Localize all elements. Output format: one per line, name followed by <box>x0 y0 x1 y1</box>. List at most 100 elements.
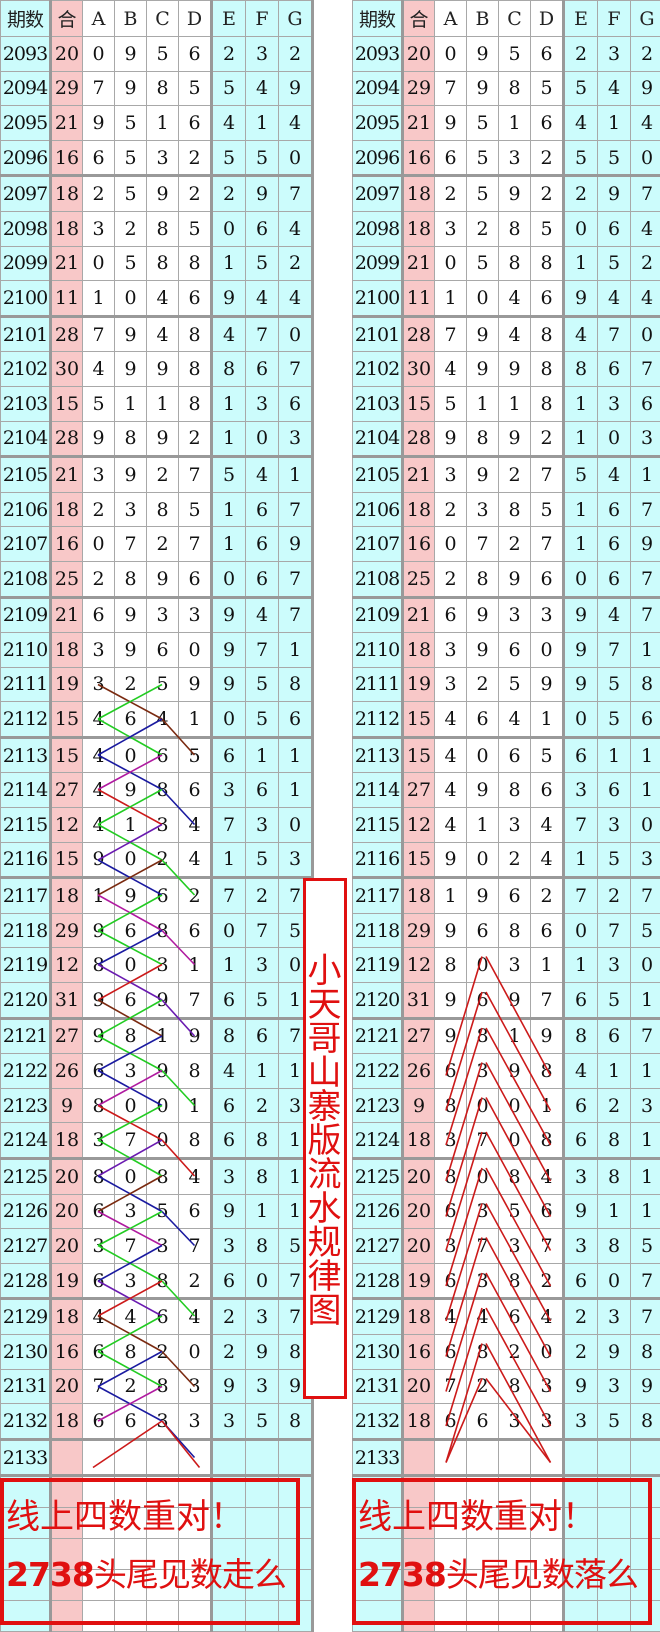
cell-e: 5 <box>564 457 598 493</box>
cell-g: 0 <box>631 808 660 843</box>
cell-d: 8 <box>179 1054 212 1089</box>
cell-g <box>631 1439 660 1476</box>
cell-b: 9 <box>115 37 147 72</box>
cell-g: 4 <box>279 211 313 246</box>
cell-g: 1 <box>631 633 660 668</box>
cell-sum: 19 <box>403 1263 435 1299</box>
cell-sum: 20 <box>51 1159 83 1195</box>
cell-period: 2105 <box>1 457 51 493</box>
cell-a: 9 <box>83 983 115 1019</box>
cell-e <box>212 1439 246 1476</box>
cell-f: 1 <box>598 737 631 773</box>
cell-g: 7 <box>279 176 313 212</box>
cell-sum: 30 <box>51 352 83 387</box>
cell-b: 9 <box>467 316 499 352</box>
cell-e: 3 <box>212 1159 246 1195</box>
cell-e: 2 <box>212 1334 246 1369</box>
cell-c: 5 <box>147 37 179 72</box>
cell-sum: 20 <box>403 37 435 72</box>
cell-e: 0 <box>212 211 246 246</box>
cell-b: 2 <box>467 1369 499 1404</box>
cell-c: 4 <box>499 281 531 317</box>
cell-f: 5 <box>246 140 279 176</box>
cell-e: 2 <box>212 37 246 72</box>
cell-period: 2102 <box>353 352 403 387</box>
cell-f: 5 <box>598 842 631 878</box>
cell-c: 8 <box>147 246 179 281</box>
cell-d: 7 <box>531 983 564 1019</box>
cell-sum: 28 <box>403 316 435 352</box>
cell-a: 9 <box>83 106 115 141</box>
cell-a: 9 <box>435 842 467 878</box>
cell-f: 4 <box>246 597 279 633</box>
cell-f: 1 <box>598 106 631 141</box>
cell-c: 3 <box>499 808 531 843</box>
header-e: E <box>564 1 598 37</box>
cell-b: 7 <box>467 1229 499 1264</box>
cell-a: 7 <box>83 316 115 352</box>
cell-g: 1 <box>631 1123 660 1159</box>
cell-e: 9 <box>564 1369 598 1404</box>
cell-period: 2115 <box>353 808 403 843</box>
cell-f: 6 <box>598 352 631 387</box>
cell-g: 8 <box>631 1334 660 1369</box>
cell-f: 1 <box>598 1194 631 1229</box>
cell-period: 2126 <box>1 1194 51 1229</box>
cell-f: 3 <box>598 1369 631 1404</box>
cell-a: 3 <box>435 1229 467 1264</box>
left-footer-text: 头尾见数走么 <box>94 1555 286 1594</box>
cell-e: 9 <box>564 633 598 668</box>
cell-a: 2 <box>83 561 115 597</box>
cell-f: 6 <box>246 352 279 387</box>
cell-c <box>147 1439 179 1476</box>
header-c: C <box>499 1 531 37</box>
cell-d: 1 <box>531 1088 564 1123</box>
cell-d: 2 <box>179 878 212 914</box>
cell-b: 5 <box>467 246 499 281</box>
cell-period: 2108 <box>353 561 403 597</box>
cell-c <box>499 1439 531 1476</box>
cell-g: 9 <box>279 71 313 106</box>
header-a: A <box>83 1 115 37</box>
cell-e: 0 <box>564 211 598 246</box>
cell-d: 2 <box>531 421 564 457</box>
cell-period: 2095 <box>1 106 51 141</box>
cell-sum: 19 <box>403 667 435 702</box>
cell-period: 2111 <box>1 667 51 702</box>
cell-period: 2104 <box>1 421 51 457</box>
cell-sum: 20 <box>403 1194 435 1229</box>
cell-c: 9 <box>147 1054 179 1089</box>
cell-period: 2128 <box>353 1263 403 1299</box>
cell-period: 2118 <box>1 913 51 948</box>
cell-period: 2115 <box>1 808 51 843</box>
cell-period: 2121 <box>353 1018 403 1054</box>
cell-g: 1 <box>631 983 660 1019</box>
cell-g: 9 <box>631 527 660 562</box>
cell-sum: 9 <box>403 1088 435 1123</box>
cell-g <box>279 1439 313 1476</box>
cell-a: 8 <box>83 948 115 983</box>
cell-sum: 20 <box>403 1159 435 1195</box>
cell-g: 0 <box>631 140 660 176</box>
cell-b: 0 <box>467 842 499 878</box>
cell-e: 2 <box>564 176 598 212</box>
cell-a: 6 <box>435 1404 467 1440</box>
cell-sum: 19 <box>51 1263 83 1299</box>
cell-period: 2113 <box>353 737 403 773</box>
cell-g: 2 <box>631 246 660 281</box>
cell-sum: 16 <box>403 140 435 176</box>
cell-b: 6 <box>467 702 499 738</box>
cell-c: 8 <box>147 1369 179 1404</box>
cell-a: 2 <box>435 492 467 527</box>
